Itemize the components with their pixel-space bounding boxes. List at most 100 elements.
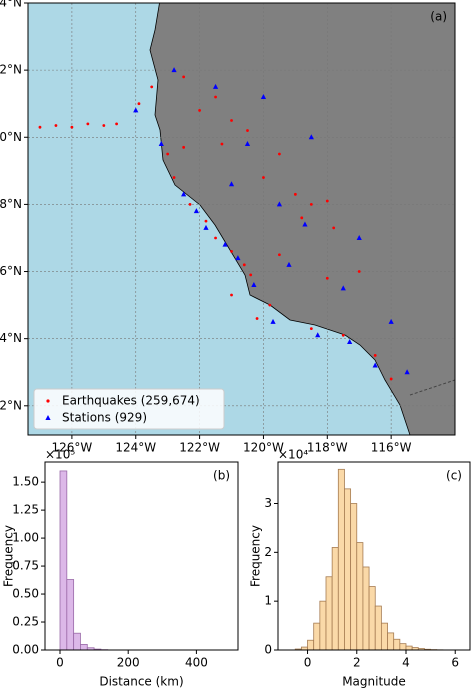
y-tick-label: 1.00: [12, 531, 39, 545]
bar: [399, 643, 407, 651]
station: [171, 67, 177, 73]
earthquake: [325, 199, 329, 203]
x-tick-label: 120°W: [243, 441, 284, 455]
y-tick-label: 38°N: [0, 197, 22, 211]
station: [212, 83, 219, 89]
x-tick-label: 0: [56, 656, 64, 670]
offset-label: ×10⁴: [278, 448, 308, 462]
axes-frame: [44, 461, 239, 651]
y-tick-label: 40°N: [0, 130, 22, 144]
x-tick-label: 6: [451, 656, 459, 670]
earthquake: [357, 270, 361, 273]
bar: [380, 622, 388, 651]
station: [315, 332, 321, 338]
bar: [331, 547, 339, 651]
earthquake: [214, 236, 217, 240]
station: [308, 134, 314, 140]
bar: [325, 576, 333, 651]
bar: [362, 566, 370, 651]
y-tick-label: 42°N: [0, 63, 22, 77]
panel-label: (c): [446, 469, 462, 483]
x-tick-label: 200: [117, 656, 140, 670]
bar: [73, 632, 81, 651]
earthquake: [188, 202, 192, 206]
bar: [337, 468, 345, 651]
station: [133, 107, 139, 113]
y-tick-label: 2: [264, 545, 272, 559]
border: [409, 379, 456, 396]
station: [302, 221, 308, 227]
earthquake: [182, 145, 186, 149]
earthquake: [230, 249, 233, 253]
earthquake: [278, 253, 281, 257]
y-tick-label: 36°N: [0, 264, 22, 278]
bar: [405, 645, 413, 651]
earthquake: [150, 85, 154, 89]
axes-frame: [277, 461, 471, 651]
earthquake: [198, 109, 201, 112]
bar: [80, 644, 88, 651]
station: [244, 140, 251, 146]
y-tick-label: 1.25: [12, 503, 39, 517]
earthquake: [204, 219, 208, 223]
bar: [307, 639, 315, 651]
earthquake: [278, 152, 281, 156]
y-tick-label: 3: [264, 496, 272, 510]
station: [203, 224, 209, 230]
x-tick-label: 124°W: [115, 441, 156, 455]
earthquake: [102, 124, 106, 127]
earthquake: [137, 102, 141, 106]
panel-label: (b): [213, 469, 230, 483]
station: [340, 285, 346, 291]
station: [347, 339, 353, 345]
earthquake: [332, 226, 336, 230]
y-tick-label: 34°N: [0, 331, 22, 345]
earthquake: [389, 377, 393, 381]
earthquake: [255, 317, 259, 320]
earthquake: [70, 125, 74, 129]
offset-label: ×10⁵: [45, 448, 75, 462]
x-tick-label: 400: [185, 656, 208, 670]
station: [251, 281, 257, 287]
earthquake: [262, 176, 265, 179]
station: [276, 201, 283, 207]
earthquake: [242, 263, 246, 267]
earthquake: [268, 303, 272, 307]
bar: [356, 542, 364, 651]
station: [356, 234, 362, 240]
x-tick-label: 116°W: [371, 441, 412, 455]
station: [260, 93, 267, 99]
station: [286, 261, 292, 267]
y-tick-label: 0.00: [12, 643, 39, 657]
y-axis-label: Frequency: [249, 525, 263, 587]
y-axis-label: Frequency: [2, 525, 16, 587]
legend-marker: [45, 415, 51, 420]
x-tick-label: 2: [353, 656, 361, 670]
x-tick-label: 122°W: [179, 441, 220, 455]
earthquake: [214, 95, 217, 99]
station: [222, 241, 228, 247]
earthquake: [86, 122, 90, 126]
earthquake: [293, 192, 297, 196]
station: [228, 181, 235, 187]
earthquake: [309, 327, 313, 330]
station: [388, 318, 394, 324]
bar: [59, 470, 68, 651]
earthquake: [54, 124, 58, 127]
earthquake: [341, 333, 345, 337]
y-tick-label: 32°N: [0, 398, 22, 412]
station: [181, 191, 187, 197]
earthquake: [300, 216, 304, 220]
panel-label: (a): [430, 10, 447, 24]
earthquake: [38, 125, 42, 129]
map-points: [38, 67, 410, 381]
bar: [313, 622, 321, 651]
y-tick-label: 1.50: [12, 475, 39, 489]
x-tick-label: 0: [304, 656, 312, 670]
legend-box: [33, 388, 225, 430]
earthquake: [115, 122, 118, 126]
legend-marker: [46, 399, 50, 403]
station: [372, 362, 378, 368]
